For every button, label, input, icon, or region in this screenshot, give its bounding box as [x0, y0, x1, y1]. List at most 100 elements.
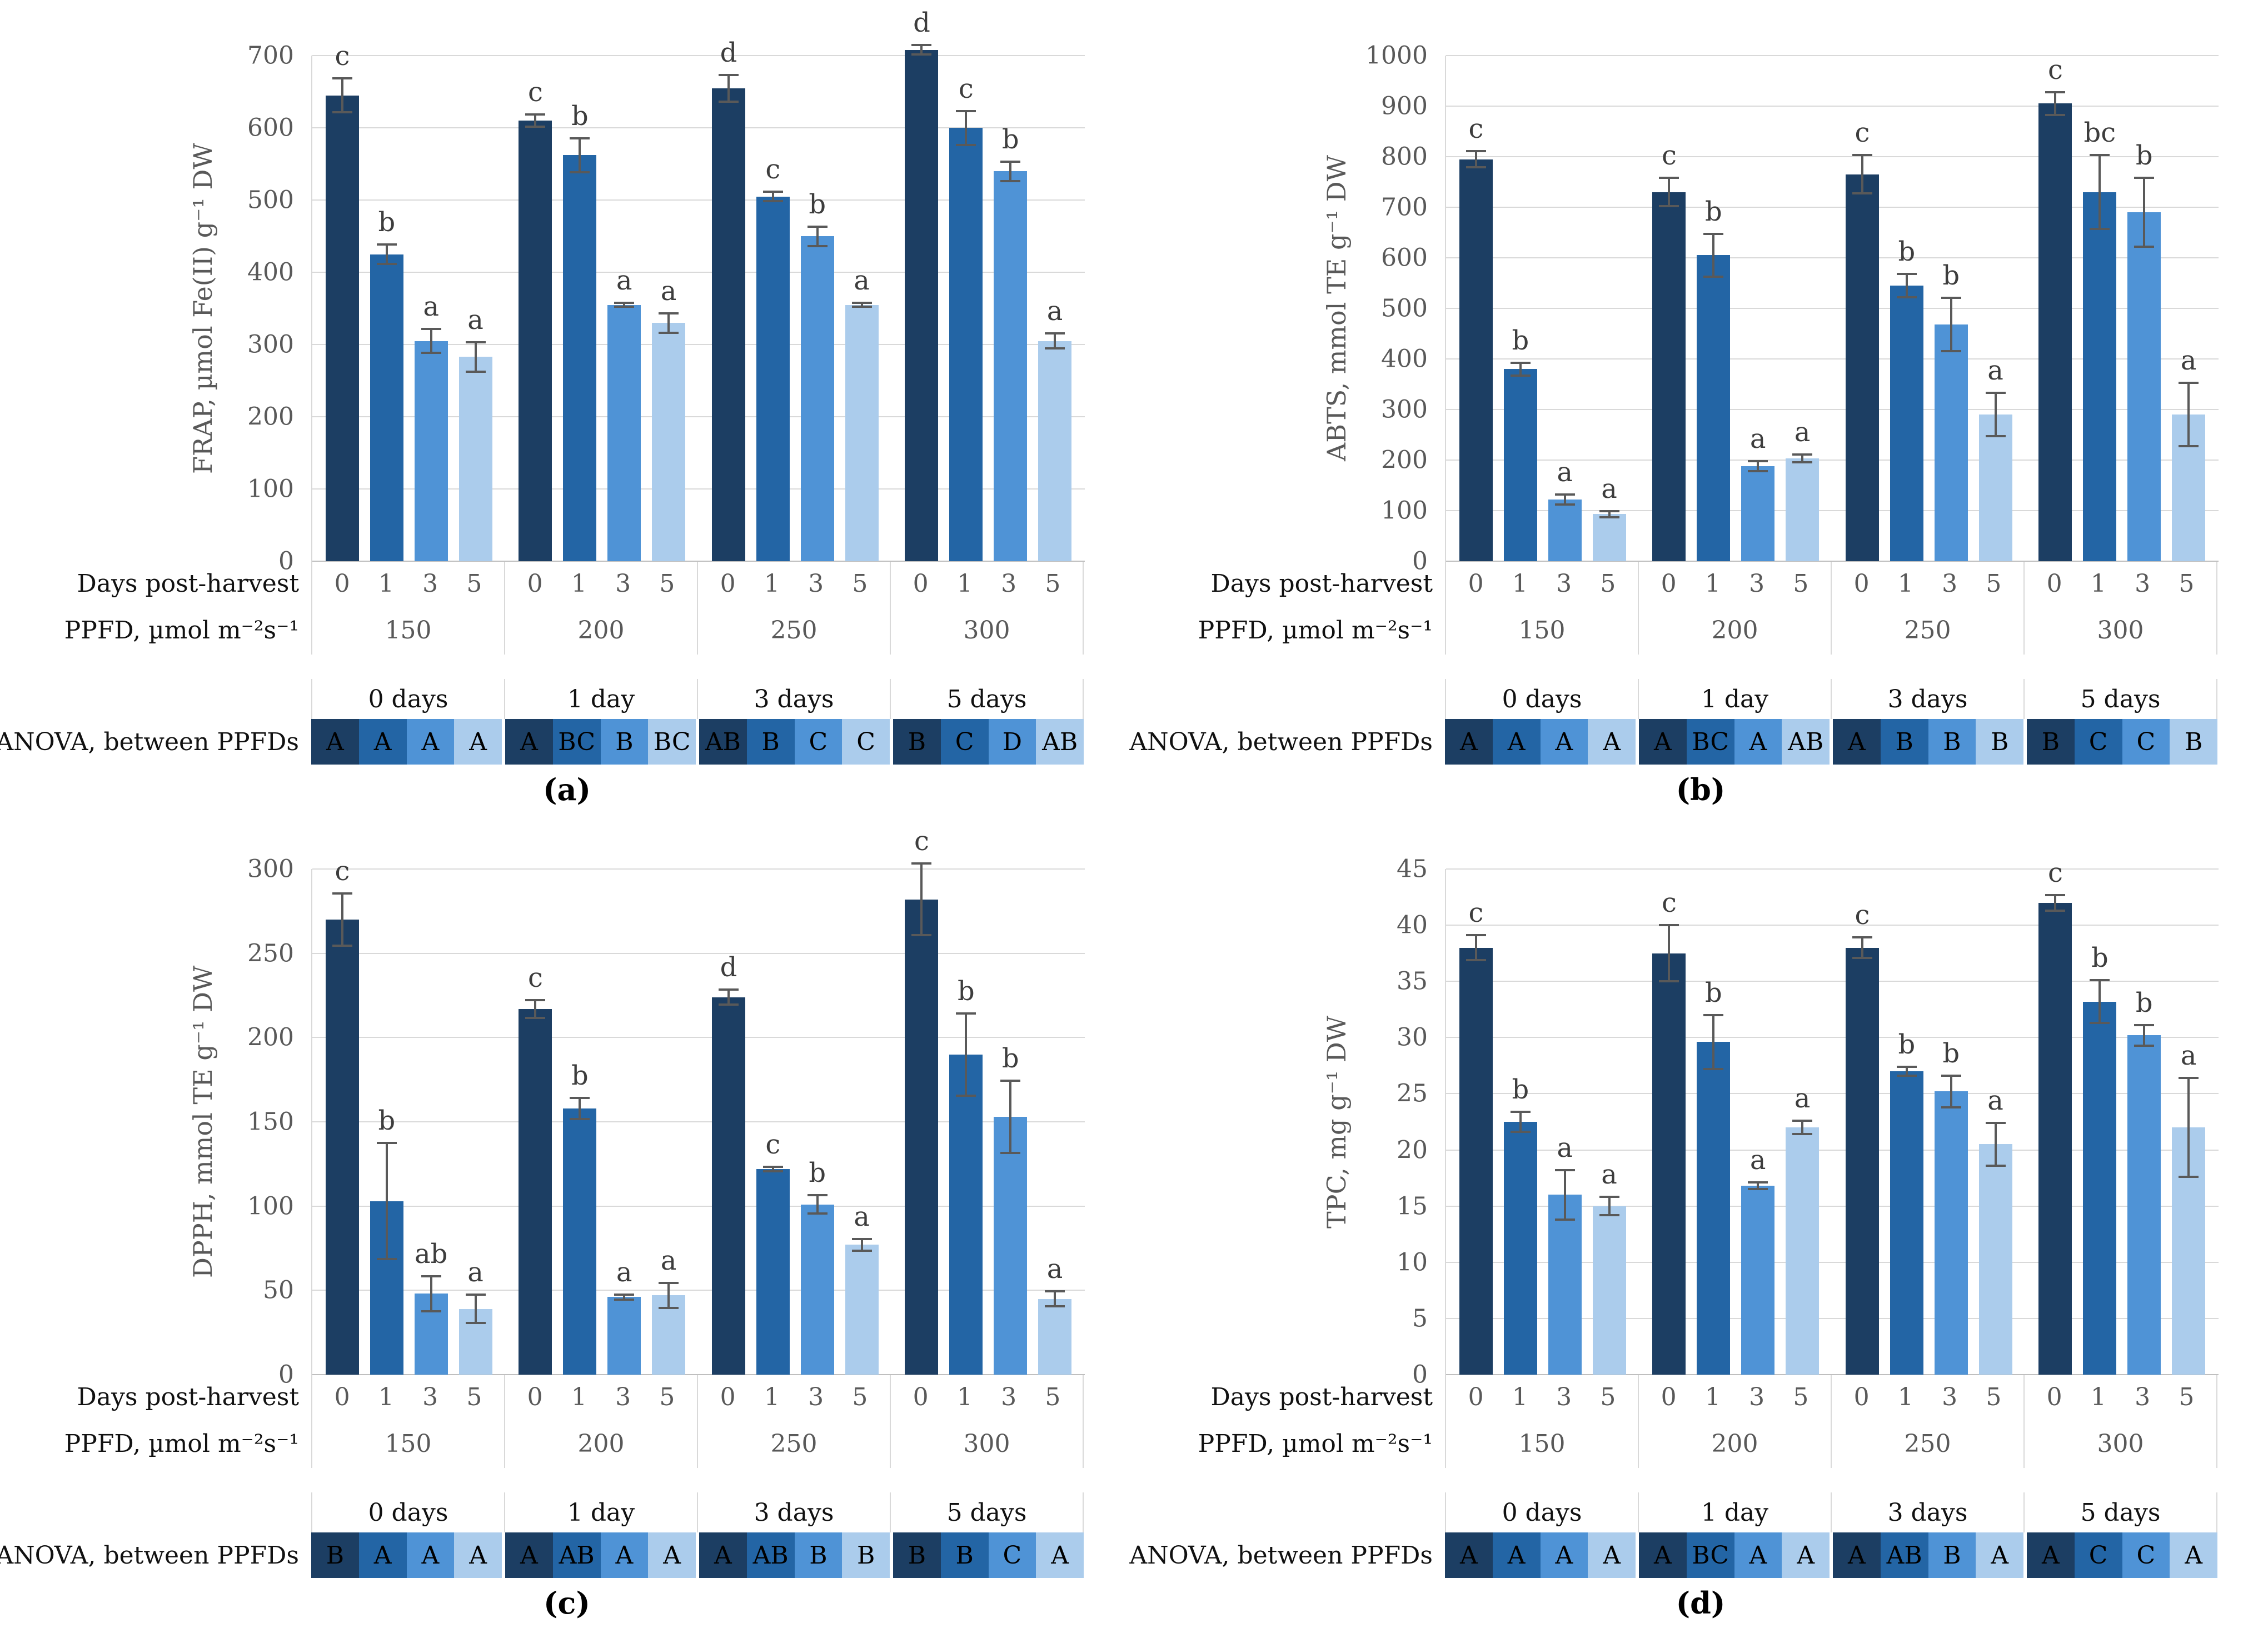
anova-header-group-cell: 0 days — [1446, 1492, 1639, 1532]
error-bar-stem — [860, 302, 863, 308]
anova-letter-cell: B — [2027, 719, 2075, 765]
error-bar-stem — [1801, 1119, 1804, 1136]
chart-area-b: ABTS, mmol TE g⁻¹ DW 0 100 200 300 400 500 600 7… — [1134, 0, 2267, 576]
error-bar-cap-bottom — [1510, 374, 1531, 377]
bar — [1697, 255, 1731, 561]
error-bar-cap-bottom — [1985, 1164, 2006, 1167]
y-axis-ticks: 0 100 200 300 400 500 600 700 — [200, 42, 303, 576]
day-number: 5 — [2179, 1382, 2195, 1411]
significance-letter: a — [1557, 1132, 1573, 1163]
bar — [2083, 1001, 2117, 1375]
error-bar-cap-bottom — [1554, 1218, 1575, 1221]
anova-letter-cell: B — [600, 719, 649, 765]
anova-row-label: ANOVA, between PPFDs — [1129, 727, 1433, 756]
day-number: 0 — [2046, 569, 2062, 598]
error-bar-cap-top — [1703, 232, 1724, 235]
error-bar-stem — [1757, 1181, 1759, 1191]
ppfd-row: PPFD, µmol m⁻²s⁻¹ 150 200 250 300 — [0, 606, 1134, 655]
ppfd-row-label: PPFD, µmol m⁻²s⁻¹ — [1198, 616, 1433, 645]
chart-panel-b: ABTS, mmol TE g⁻¹ DW 0 100 200 300 400 500 600 7… — [1129, 0, 2267, 813]
bar — [949, 128, 983, 561]
error-bar — [376, 243, 397, 265]
bar — [1548, 499, 1582, 561]
error-bar-cap-bottom — [421, 351, 441, 354]
error-bar-cap-bottom — [1852, 192, 1872, 195]
error-bar-stem — [965, 1012, 968, 1097]
error-bar-cap-top — [1554, 493, 1575, 496]
error-bar — [2045, 893, 2066, 912]
error-bar-stem — [1668, 177, 1671, 207]
error-bar-cap-top — [570, 137, 590, 139]
error-bar-stem — [2054, 893, 2057, 912]
gridline — [1446, 156, 2219, 157]
significance-letter: c — [765, 154, 781, 186]
error-bar-stem — [2187, 1077, 2190, 1178]
bar — [1459, 947, 1493, 1375]
error-bar-cap-top — [332, 77, 352, 79]
day-number: 3 — [808, 569, 824, 598]
significance-letter: a — [1557, 457, 1573, 488]
bar — [1652, 192, 1686, 561]
gridline — [312, 344, 1085, 345]
significance-letter: c — [1468, 897, 1484, 929]
day-number: 5 — [1045, 1382, 1061, 1411]
error-bar — [376, 1142, 397, 1260]
significance-letter: a — [423, 291, 439, 323]
error-bar-stem — [1474, 934, 1477, 961]
significance-letter: c — [1661, 887, 1677, 919]
significance-letter: b — [1942, 1038, 1960, 1070]
error-bar-stem — [1905, 273, 1908, 298]
gridline — [1446, 925, 2219, 926]
error-bar — [1554, 493, 1575, 506]
error-bar-stem — [430, 1275, 432, 1312]
error-bar — [1510, 361, 1531, 377]
bar — [845, 1245, 879, 1375]
days-post-harvest-row: Days post-harvest 0 1 3 5 0 1 3 5 0 1 3 5 0 1 3 5 — [1134, 1375, 2267, 1419]
bar — [994, 1116, 1028, 1375]
error-bar-cap-top — [1985, 392, 2006, 394]
anova-letter-cell: AB — [1880, 1532, 1928, 1578]
error-bar-cap-top — [2045, 893, 2066, 896]
anova-letter-cell: A — [454, 719, 502, 765]
ppfd-value: 300 — [963, 1429, 1010, 1458]
error-bar-cap-top — [1792, 1119, 1813, 1122]
error-bar-cap-bottom — [1896, 1075, 1917, 1077]
chart-area-c: DPPH, mmol TE g⁻¹ DW 0 50 100 150 200 250 300 c b… — [0, 813, 1134, 1389]
day-number: 5 — [1986, 569, 2002, 598]
error-bar-cap-bottom — [421, 1310, 441, 1312]
day-number: 1 — [1704, 569, 1721, 598]
significance-letter: c — [2047, 857, 2063, 888]
significance-letter: a — [1794, 1082, 1811, 1114]
ppfd-group-cell: 150 — [1446, 1419, 1639, 1468]
anova-letter-cell: A — [1734, 1532, 1782, 1578]
gridline — [1446, 55, 2219, 56]
day-number: 1 — [1512, 569, 1528, 598]
error-bar — [1466, 934, 1486, 961]
error-bar-cap-bottom — [762, 199, 783, 202]
chart-panel-d: TPC, mg g⁻¹ DW 0 5 10 15 20 25 30 35 40 45 c b a a c b a a… — [1129, 813, 2267, 1627]
significance-letter: b — [1001, 123, 1019, 155]
bar — [1845, 174, 1879, 561]
error-bar — [1896, 273, 1917, 298]
error-bar-cap-bottom — [851, 1249, 872, 1252]
significance-letter: b — [1704, 196, 1722, 227]
significance-letter: a — [1987, 355, 2003, 387]
day-number: 5 — [1793, 569, 1809, 598]
error-bar — [2090, 979, 2110, 1025]
anova-header-label: 3 days — [754, 685, 834, 713]
error-bar-cap-top — [525, 998, 546, 1001]
ppfd-cells: 150 200 250 300 — [311, 1419, 1084, 1468]
significance-letter: b — [2135, 987, 2153, 1019]
error-bar — [851, 1238, 872, 1252]
error-bar — [911, 44, 932, 56]
significance-letter: b — [809, 1157, 826, 1189]
anova-letter-cell: BC — [648, 719, 696, 765]
day-number: 5 — [466, 569, 482, 598]
error-bar-cap-bottom — [1703, 1067, 1724, 1070]
anova-letter-cell: A — [1540, 719, 1588, 765]
error-bar — [614, 1294, 635, 1301]
anova-letter-cell: A — [648, 1532, 696, 1578]
